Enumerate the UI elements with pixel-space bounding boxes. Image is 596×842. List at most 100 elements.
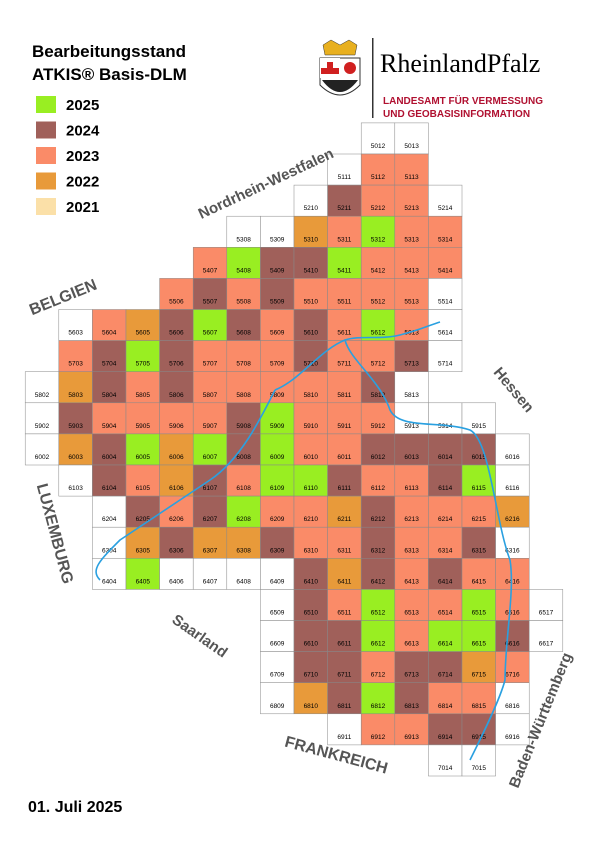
map-sheet xyxy=(461,589,496,621)
sheet-label: 5508 xyxy=(236,299,251,306)
sheet-label: 6511 xyxy=(337,610,351,617)
legend-label: 2024 xyxy=(66,123,100,140)
map-sheet xyxy=(92,402,127,435)
legend-label: 2022 xyxy=(66,174,99,191)
map-sheet xyxy=(461,464,496,497)
sheet-label: 5608 xyxy=(236,330,251,337)
map-sheet xyxy=(327,620,362,652)
sheet-label: 6308 xyxy=(236,547,251,554)
neighbor-label: Saarland xyxy=(169,611,231,661)
sheet-label: 6816 xyxy=(505,703,520,710)
sheet-label: 6409 xyxy=(270,578,285,585)
map-sheet xyxy=(360,464,396,497)
legend-label: 2021 xyxy=(66,199,99,216)
sheet-label: 6814 xyxy=(438,703,453,710)
sheet-label: 6002 xyxy=(35,454,50,461)
map-sheet xyxy=(394,371,429,404)
sheet-label: 5210 xyxy=(304,205,319,212)
sheet-label: 6112 xyxy=(371,485,385,492)
map-sheet xyxy=(394,278,429,310)
sheet-label: 5811 xyxy=(337,392,351,399)
river xyxy=(95,321,513,761)
map-sheet xyxy=(495,713,530,746)
map-sheet xyxy=(92,526,127,559)
map-sheet xyxy=(293,589,328,621)
map-sheet xyxy=(260,278,295,310)
map-sheet xyxy=(327,464,362,497)
sheet-label: 6415 xyxy=(472,578,487,585)
map-sheet xyxy=(428,309,463,341)
sheet-label: 5904 xyxy=(102,423,117,430)
map-sheet xyxy=(428,340,463,372)
map-sheet xyxy=(461,651,496,683)
sheet-label: 6811 xyxy=(337,703,351,710)
sheet-label: 6715 xyxy=(472,672,487,679)
sheet-label: 5514 xyxy=(438,299,453,306)
sheet-label: 6512 xyxy=(371,610,386,617)
map-sheet xyxy=(192,558,228,590)
sheet-label: 6313 xyxy=(404,547,419,554)
legend-swatch xyxy=(36,96,56,113)
sheet-label: 6809 xyxy=(270,703,285,710)
sheet-label: 5309 xyxy=(270,236,285,243)
sheet-label: 6709 xyxy=(270,672,285,679)
sheet-label: 5709 xyxy=(270,361,285,368)
sheet-label: 6413 xyxy=(404,578,419,585)
sheet-label: 6007 xyxy=(203,454,218,461)
date: 01. Juli 2025 xyxy=(28,799,122,816)
sheet-label: 5311 xyxy=(337,236,351,243)
map-sheet xyxy=(327,589,362,621)
sheet-label: 6312 xyxy=(371,547,386,554)
sheet-label: 5407 xyxy=(203,267,218,274)
sheet-label: 6405 xyxy=(136,578,151,585)
sheet-label: 5714 xyxy=(438,361,453,368)
sheet-label: 5312 xyxy=(371,236,386,243)
sheet-label: 5211 xyxy=(337,205,351,212)
sheet-label: 5310 xyxy=(304,236,319,243)
sheet-label: 6915 xyxy=(472,734,487,741)
sheet-label: 5012 xyxy=(371,143,386,150)
sheet-label: 5613 xyxy=(404,330,419,337)
sheet-label: 6009 xyxy=(270,454,285,461)
sheet-label: 6710 xyxy=(304,672,319,679)
map-sheet xyxy=(159,433,194,466)
sheet-label: 5605 xyxy=(136,330,151,337)
map-sheet xyxy=(327,433,362,466)
sheet-label: 5706 xyxy=(169,361,184,368)
map-sheet xyxy=(260,247,295,279)
sheet-label: 5703 xyxy=(68,361,83,368)
map-sheet xyxy=(58,340,93,372)
sheet-label: 6309 xyxy=(270,547,285,554)
sheet-label: 5906 xyxy=(169,423,184,430)
sheet-label: 6711 xyxy=(337,672,351,679)
map-sheet xyxy=(394,464,429,497)
map-sheet xyxy=(428,215,463,248)
map-sheet xyxy=(125,558,160,590)
map-sheet xyxy=(360,558,396,590)
map-sheet xyxy=(125,309,160,341)
map-sheet xyxy=(428,713,463,746)
sheet-label: 6307 xyxy=(203,547,218,554)
map-sheet xyxy=(293,309,328,341)
sheet-label: 5412 xyxy=(371,267,386,274)
sheet-label: 5804 xyxy=(102,392,117,399)
sheet-label: 5708 xyxy=(236,361,251,368)
sheet-label: 6406 xyxy=(169,578,184,585)
sheet-label: 5610 xyxy=(304,330,319,337)
sheet-label: 5112 xyxy=(371,174,385,181)
map-sheet xyxy=(394,651,429,683)
sheet-label: 5912 xyxy=(371,423,386,430)
sheet-label: 5713 xyxy=(404,361,419,368)
map-sheet xyxy=(260,651,295,683)
sheet-label: 5907 xyxy=(203,423,218,430)
sheet-label: 5712 xyxy=(371,361,386,368)
sheet-label: 5913 xyxy=(404,423,419,430)
legend-swatch xyxy=(36,198,56,215)
sheet-label: 6310 xyxy=(304,547,319,554)
map-sheet xyxy=(293,495,328,528)
map-sheet xyxy=(92,371,127,404)
map-sheet xyxy=(360,122,396,155)
sheet-label: 6114 xyxy=(438,485,452,492)
map-sheet xyxy=(260,589,295,621)
sheet-label: 6617 xyxy=(539,641,554,648)
